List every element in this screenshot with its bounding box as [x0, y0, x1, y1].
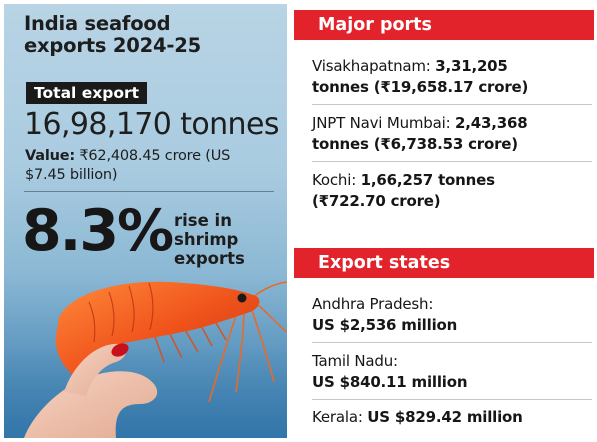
rise-line-1: rise in [174, 211, 232, 230]
infographic-title: India seafood exports 2024-25 [24, 13, 274, 57]
port-value-2: (₹722.70 crore) [312, 192, 441, 210]
state-value: US $840.11 million [312, 373, 468, 391]
state-value: US $829.42 million [367, 408, 523, 426]
right-panel: Major ports Visakhapatnam: 3,31,205 tonn… [292, 0, 597, 442]
port-value-1: 1,66,257 tonnes [360, 171, 495, 189]
rise-line-3: exports [174, 249, 245, 268]
major-ports-label: Major ports [294, 10, 594, 40]
state-value: US $2,536 million [312, 316, 458, 334]
port-kochi: Kochi: 1,66,257 tonnes (₹722.70 crore) [312, 170, 592, 212]
left-divider [24, 191, 274, 192]
left-panel: India seafood exports 2024-25 Total expo… [4, 4, 287, 438]
shrimp-growth-caption: rise in shrimp exports [174, 211, 284, 268]
title-line-1: India seafood [24, 12, 171, 35]
port-jnpt-navi-mumbai: JNPT Navi Mumbai: 2,43,368 tonnes (₹6,73… [312, 113, 592, 155]
value-line-2: $7.45 billion) [25, 167, 118, 183]
hand-photo [24, 371, 158, 438]
divider [312, 342, 592, 343]
total-export-tonnes: 16,98,170 tonnes [24, 107, 279, 142]
divider [312, 104, 592, 105]
value-prefix: Value: [25, 148, 75, 164]
shrimp-growth-percent: 8.3% [22, 198, 174, 264]
value-line-1: ₹62,408.45 crore (US [74, 148, 231, 164]
port-value-1: 3,31,205 [435, 57, 508, 75]
state-tamil-nadu: Tamil Nadu: US $840.11 million [312, 351, 592, 393]
state-name: Andhra Pradesh: [312, 295, 434, 313]
state-kerala: Kerala: US $829.42 million [312, 407, 592, 428]
port-name: Kochi: [312, 171, 357, 189]
export-states-label: Export states [294, 248, 594, 278]
divider [312, 399, 592, 400]
shrimp-body [55, 281, 260, 384]
port-name: JNPT Navi Mumbai: [312, 114, 451, 132]
shrimp-eye [237, 293, 247, 303]
state-name: Kerala: [312, 408, 363, 426]
port-name: Visakhapatnam: [312, 57, 431, 75]
total-export-label: Total export [26, 82, 148, 104]
state-name: Tamil Nadu: [312, 352, 398, 370]
port-value-2: tonnes (₹6,738.53 crore) [312, 135, 518, 153]
fingernail [111, 343, 129, 357]
port-value-1: 2,43,368 [455, 114, 528, 132]
divider [312, 161, 592, 162]
rise-line-2: shrimp [174, 230, 239, 249]
title-line-2: exports 2024-25 [24, 34, 201, 57]
export-value: Value: ₹62,408.45 crore (US $7.45 billio… [25, 147, 281, 185]
shrimp-segments [88, 282, 154, 343]
port-value-2: tonnes (₹19,658.17 crore) [312, 78, 529, 96]
state-andhra-pradesh: Andhra Pradesh: US $2,536 million [312, 294, 592, 336]
shrimp-photo [24, 281, 287, 438]
port-visakhapatnam: Visakhapatnam: 3,31,205 tonnes (₹19,658.… [312, 56, 592, 98]
